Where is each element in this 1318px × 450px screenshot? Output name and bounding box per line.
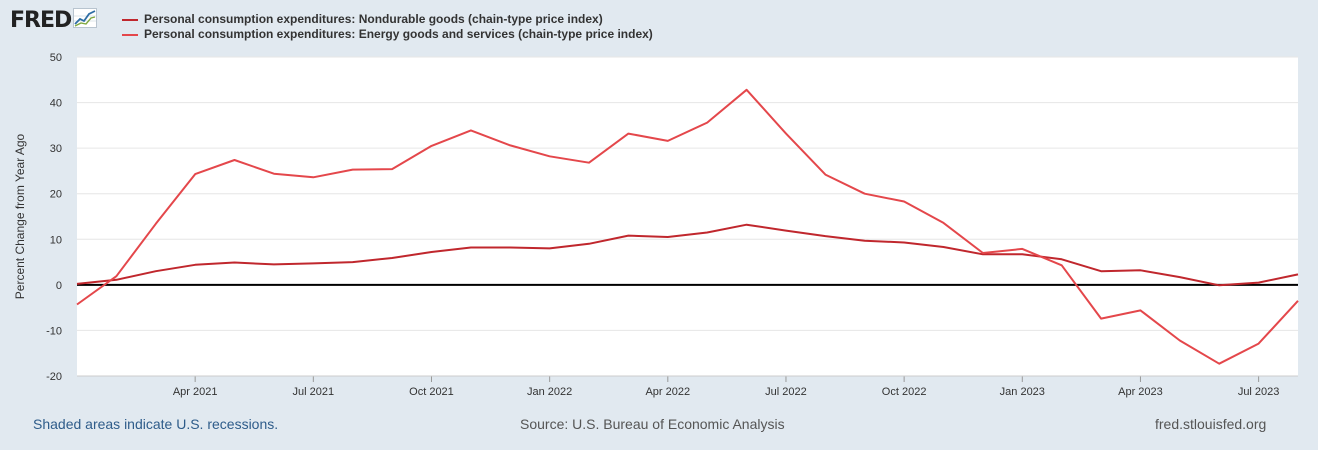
legend-label-nondurable: Personal consumption expenditures: Nondu… — [144, 12, 603, 26]
legend-item-nondurable[interactable]: Personal consumption expenditures: Nondu… — [122, 12, 653, 27]
legend-swatch-energy — [122, 33, 138, 36]
legend-swatch-nondurable — [122, 18, 138, 21]
x-tick-label: Jan 2022 — [527, 386, 572, 398]
chart-legend: Personal consumption expenditures: Nondu… — [122, 12, 653, 42]
y-axis-label: Percent Change from Year Ago — [13, 133, 27, 299]
legend-item-energy[interactable]: Personal consumption expenditures: Energ… — [122, 27, 653, 42]
x-tick-label: Apr 2023 — [1118, 386, 1163, 398]
source-note: Source: U.S. Bureau of Economic Analysis — [520, 416, 785, 432]
fred-logo-text: FRED — [10, 8, 72, 33]
series-line-nondurable — [76, 223, 1299, 287]
y-tick-label: 10 — [50, 234, 62, 246]
x-tick-label: Jul 2021 — [293, 386, 335, 398]
x-tick-label: Apr 2022 — [645, 386, 690, 398]
x-tick-label: Oct 2022 — [882, 386, 927, 398]
line-chart-icon — [73, 8, 98, 33]
x-tick-label: Jan 2023 — [1000, 386, 1045, 398]
x-tick-label: Oct 2021 — [409, 386, 454, 398]
y-tick-label: 0 — [56, 280, 62, 292]
x-tick-label: Apr 2021 — [173, 386, 218, 398]
x-tick-label: Jul 2022 — [765, 386, 807, 398]
line-chart: 50 40 30 20 10 0 -10 -20 Apr 2021 Jul 2021 Oct 202… — [13, 52, 1299, 398]
series-line-energy — [76, 88, 1299, 365]
site-link[interactable]: fred.stlouisfed.org — [1155, 416, 1267, 432]
y-tick-label: -20 — [46, 371, 62, 383]
y-tick-label: 30 — [50, 143, 62, 155]
chart-container: 50 40 30 20 10 0 -10 -20 Apr 2021 Jul 2021 Oct 202… — [13, 52, 1299, 398]
plot-area — [77, 57, 1298, 376]
y-tick-label: 40 — [50, 98, 62, 110]
y-tick-label: 50 — [50, 52, 62, 64]
fred-logo[interactable]: FRED — [10, 8, 98, 33]
x-tick-label: Jul 2023 — [1238, 386, 1280, 398]
legend-label-energy: Personal consumption expenditures: Energ… — [144, 27, 653, 41]
y-tick-label: -10 — [46, 325, 62, 337]
recession-note: Shaded areas indicate U.S. recessions. — [33, 416, 279, 432]
y-tick-label: 20 — [50, 189, 62, 201]
